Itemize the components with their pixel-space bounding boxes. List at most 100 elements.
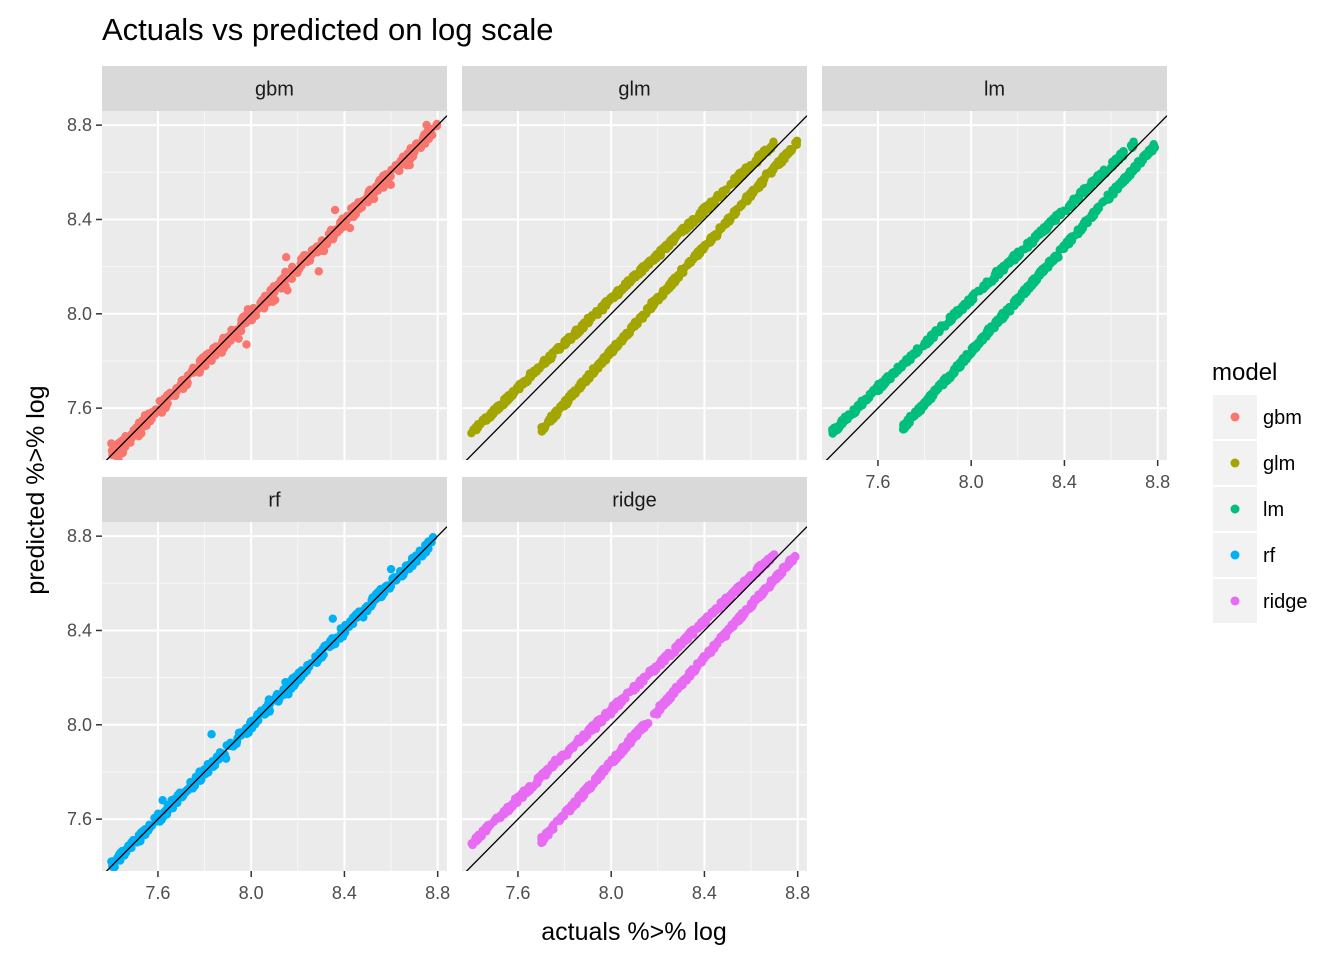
data-point xyxy=(502,805,511,814)
x-tick-label: 8.4 xyxy=(692,883,717,903)
data-point xyxy=(717,224,726,234)
data-point xyxy=(688,625,698,634)
data-point xyxy=(998,265,1008,275)
data-point xyxy=(744,165,754,174)
data-point xyxy=(287,274,297,283)
data-point xyxy=(612,289,621,299)
data-point xyxy=(735,170,744,179)
data-point xyxy=(134,835,144,844)
data-point xyxy=(543,767,552,777)
data-point xyxy=(483,823,493,833)
data-point xyxy=(139,826,148,835)
data-point xyxy=(556,812,566,822)
data-point xyxy=(1133,157,1143,166)
data-point xyxy=(159,399,169,409)
data-point xyxy=(710,642,719,652)
data-point xyxy=(740,609,749,619)
x-tick-label: 7.6 xyxy=(505,883,530,903)
points-ridge xyxy=(467,550,800,850)
panel-ridge: ridge xyxy=(462,477,807,871)
data-point xyxy=(374,177,384,187)
data-point xyxy=(1095,171,1104,180)
data-point xyxy=(314,267,323,276)
data-point xyxy=(729,622,738,631)
identity-line xyxy=(105,526,447,871)
legend-item-rf: rf xyxy=(1213,533,1276,577)
facet-strip-label: gbm xyxy=(255,79,294,101)
data-point xyxy=(720,600,729,609)
x-tick-label: 8.0 xyxy=(239,883,264,903)
data-point xyxy=(540,834,549,844)
data-point xyxy=(569,802,578,812)
data-point xyxy=(165,388,175,398)
data-point xyxy=(828,427,837,436)
x-tick-label: 8.8 xyxy=(785,883,810,903)
data-point xyxy=(553,409,562,419)
data-point xyxy=(1119,147,1128,156)
identity-line xyxy=(465,115,807,460)
x-tick-label: 8.8 xyxy=(425,883,450,903)
data-point xyxy=(673,643,682,652)
data-point xyxy=(225,740,235,750)
points-glm xyxy=(467,136,802,438)
data-point xyxy=(653,292,662,302)
data-point xyxy=(270,287,279,297)
identity-line xyxy=(105,115,447,460)
data-point xyxy=(641,263,650,273)
x-tick-label: 7.6 xyxy=(145,883,170,903)
data-point xyxy=(486,413,495,422)
facet-strip xyxy=(102,66,447,111)
data-point xyxy=(107,439,116,448)
panel-gbm: gbm xyxy=(102,66,447,460)
legend-marker xyxy=(1230,596,1240,606)
data-point xyxy=(423,134,433,144)
data-point xyxy=(660,697,670,706)
data-point xyxy=(1048,256,1057,266)
x-tick-label: 7.6 xyxy=(865,472,890,492)
facet-strip xyxy=(462,477,807,522)
identity-line xyxy=(825,115,1167,460)
data-point xyxy=(281,267,290,277)
data-point xyxy=(637,726,646,735)
data-point xyxy=(326,233,335,242)
legend-item-lm: lm xyxy=(1213,487,1284,531)
x-tick-label: 8.4 xyxy=(332,883,357,903)
data-point xyxy=(283,286,292,295)
data-point xyxy=(902,355,911,364)
data-point xyxy=(706,233,715,242)
data-point xyxy=(619,693,629,702)
data-point xyxy=(207,730,216,739)
data-point xyxy=(118,448,128,457)
data-point xyxy=(600,355,609,364)
data-point xyxy=(939,321,949,330)
data-point xyxy=(756,149,766,159)
facet-strip xyxy=(462,66,807,111)
legend: model gbm glm lm rf ridge xyxy=(1212,359,1307,623)
data-point xyxy=(738,581,747,590)
data-point xyxy=(613,342,622,351)
data-point xyxy=(1114,180,1124,190)
facet-panels: gbm glm lm rf ridge xyxy=(102,66,1167,871)
facet-strip-label: rf xyxy=(268,490,281,512)
data-point xyxy=(1070,231,1079,241)
data-point xyxy=(108,450,117,460)
data-point xyxy=(583,371,593,381)
data-point xyxy=(265,699,275,709)
data-point xyxy=(676,681,686,691)
data-point xyxy=(561,806,570,816)
data-point xyxy=(491,815,500,824)
data-point xyxy=(945,312,954,322)
data-point xyxy=(857,399,866,409)
legend-item-ridge: ridge xyxy=(1213,579,1307,623)
data-point xyxy=(865,390,875,400)
data-point xyxy=(565,391,574,400)
data-point xyxy=(1009,255,1019,264)
data-point xyxy=(157,815,167,824)
data-point xyxy=(649,664,658,674)
data-point xyxy=(157,408,167,417)
data-point xyxy=(284,690,293,699)
data-point xyxy=(613,701,622,711)
data-point xyxy=(595,715,604,724)
legend-item-glm: glm xyxy=(1213,441,1295,485)
